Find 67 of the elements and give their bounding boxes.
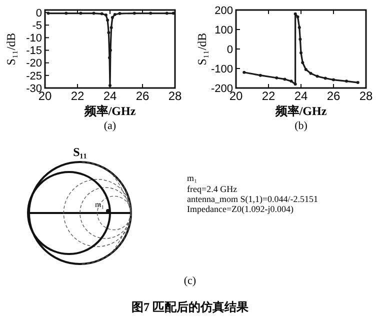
y-tick-label: 0 <box>36 7 42 20</box>
text: antenna_mom S(1,1)=0.044/-2.5151 <box>187 194 318 204</box>
y-tick-label: 200 <box>214 4 233 17</box>
point <box>113 13 116 16</box>
y-tick-label: -15 <box>26 45 42 58</box>
text: (a) <box>104 120 116 132</box>
point <box>100 12 104 16</box>
text: m₁ <box>95 200 104 209</box>
x-tick-label: 24 <box>103 89 117 103</box>
y-tick-label: 0 <box>226 44 233 56</box>
text: (b) <box>294 120 308 132</box>
text: Impedance=Z0(1.092-j0.004) <box>187 204 294 214</box>
point <box>79 12 82 15</box>
y-tick-label: 100 <box>214 24 233 36</box>
caption: 图7 匹配后的仿真结果 <box>132 300 250 314</box>
x-tick-label: 28 <box>359 89 373 103</box>
x-tick-label: 24 <box>294 89 308 103</box>
line-series <box>242 12 360 86</box>
x-tick-label: 22 <box>262 89 276 103</box>
x-tick-label: 26 <box>326 89 340 103</box>
x-tick-label: 22 <box>70 89 84 103</box>
point <box>132 12 136 15</box>
y-axis-title: S₁₁/dB <box>195 32 209 66</box>
point <box>283 78 286 81</box>
y-axis-title: S₁₁/dB <box>4 32 18 66</box>
point <box>149 12 152 15</box>
text: freq=2.4 GHz <box>187 184 238 194</box>
y-tick-label: -5 <box>32 20 42 32</box>
point <box>298 26 301 30</box>
point <box>324 76 327 80</box>
y-tick-label: -100 <box>210 63 233 76</box>
point <box>92 12 96 15</box>
point <box>345 80 348 83</box>
point <box>316 74 319 78</box>
point <box>107 31 110 34</box>
point <box>332 78 335 82</box>
point <box>258 74 262 77</box>
text: (c) <box>184 275 196 287</box>
point <box>309 72 312 75</box>
point <box>165 12 168 15</box>
point <box>110 26 113 30</box>
point <box>118 12 122 16</box>
point <box>301 61 304 64</box>
x-axis-title: 频率/GHz <box>83 104 136 118</box>
line-series <box>46 12 175 87</box>
point <box>290 80 293 83</box>
point <box>298 38 302 41</box>
point <box>294 12 297 16</box>
x-axis-title: 频率/GHz <box>274 104 328 118</box>
point <box>172 12 175 15</box>
y-tick-label: -25 <box>26 70 42 82</box>
text: S₁₁ <box>73 145 88 159</box>
point <box>106 18 110 22</box>
y-tick-label: -20 <box>26 58 42 70</box>
point <box>64 12 68 15</box>
point <box>110 16 114 20</box>
x-tick-label: 28 <box>168 89 182 103</box>
point <box>356 81 360 84</box>
text: m₁ <box>187 173 198 183</box>
point <box>296 15 300 18</box>
x-tick-label: 26 <box>136 89 150 103</box>
point <box>104 14 108 17</box>
point <box>242 70 246 74</box>
point <box>304 68 308 71</box>
point <box>275 76 278 80</box>
y-tick-label: -10 <box>26 32 42 45</box>
point <box>294 82 297 86</box>
